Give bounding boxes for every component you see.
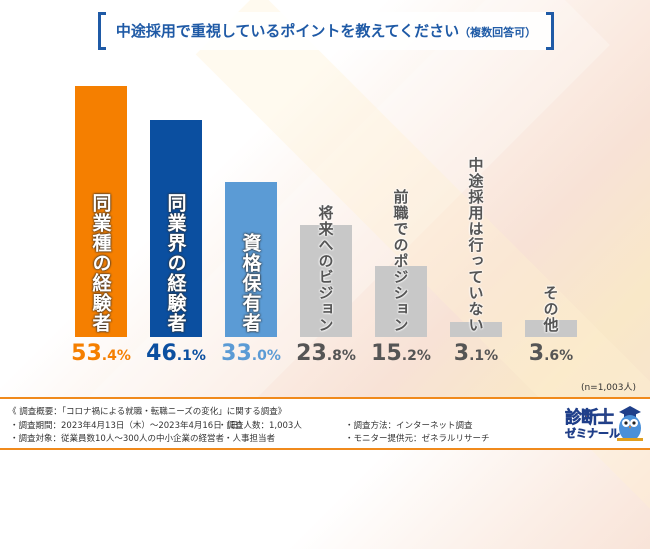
value-integer: 3: [528, 341, 545, 366]
value-integer: 15: [371, 341, 402, 366]
logo: 診断士 ゼミナール: [565, 402, 645, 446]
chart-title-sub: （複数回答可）: [459, 26, 537, 39]
value-integer: 3: [453, 341, 470, 366]
bar-value-label: 33.0%: [211, 341, 291, 366]
bar-6: [525, 320, 577, 337]
bar-4: [375, 265, 427, 337]
bar-category-label: 将来へのビジョン: [316, 205, 335, 333]
survey-period: ・調査期間：2023年4月13日（木）～2023年4月16日（日）: [10, 421, 248, 431]
bar-2: [225, 181, 277, 337]
bar-5: [450, 322, 502, 337]
value-decimal: .0%: [251, 348, 281, 364]
chart-title: 中途採用で重視しているポイントを教えてください（複数回答可）: [98, 12, 554, 52]
survey-footer: 《 調査概要：「コロナ禍による就職・転職ニーズの変化」に関する調査》 ・調査期間…: [0, 397, 650, 450]
bar-3: [300, 225, 352, 337]
sample-size-note: (n=1,003人): [580, 383, 636, 393]
value-integer: 53: [71, 341, 102, 366]
bar-category-label: 同業種の経験者: [89, 193, 112, 333]
title-bracket-left: [98, 12, 106, 50]
value-decimal: .1%: [469, 348, 499, 364]
bar-value-label: 46.1%: [136, 341, 216, 366]
value-decimal: .1%: [176, 348, 206, 364]
logo-line2: ゼミナール: [565, 427, 621, 441]
logo-line1: 診断士: [565, 408, 615, 429]
survey-title: 《 調査概要：「コロナ禍による就職・転職ニーズの変化」に関する調査》: [8, 407, 287, 417]
owl-mascot-icon: [617, 406, 643, 441]
bar-category-label: 中途採用は行っていない: [466, 157, 485, 333]
survey-target: ・調査対象：従業員数10人～300人の中小企業の経営者・人事担当者: [10, 434, 276, 444]
title-bracket-right: [546, 12, 554, 50]
bar-value-label: 15.2%: [361, 341, 441, 366]
bar-chart: 同業種の経験者 53.4% 同業界の経験者 46.1% 資格保有者 33.0% 将来へのビジ…: [61, 86, 591, 366]
chart-title-box: 中途採用で重視しているポイントを教えてください（複数回答可）: [98, 12, 554, 50]
bar-value-label: 3.6%: [511, 341, 591, 366]
bar-value-label: 23.8%: [286, 341, 366, 366]
bar-0: [75, 86, 127, 337]
bar-category-label: 同業界の経験者: [164, 193, 187, 333]
bar-value-label: 3.1%: [436, 341, 516, 366]
value-integer: 46: [146, 341, 177, 366]
bar-category-label: 資格保有者: [239, 233, 262, 333]
bar-category-label: 前職でのポジション: [391, 189, 410, 333]
value-decimal: .4%: [101, 348, 131, 364]
bar-category-label: その他: [541, 285, 560, 333]
value-decimal: .6%: [544, 348, 574, 364]
survey-respondents: ・調査人数：1,003人: [218, 421, 302, 431]
value-decimal: .2%: [401, 348, 431, 364]
value-integer: 23: [296, 341, 327, 366]
survey-provider: ・モニター提供元：ゼネラルリサーチ: [345, 434, 490, 444]
value-integer: 33: [221, 341, 252, 366]
chart-title-main: 中途採用で重視しているポイントを教えてください: [115, 22, 460, 40]
value-decimal: .8%: [326, 348, 356, 364]
bar-value-label: 53.4%: [61, 341, 141, 366]
bar-1: [150, 120, 202, 337]
survey-method: ・調査方法：インターネット調査: [345, 421, 473, 431]
